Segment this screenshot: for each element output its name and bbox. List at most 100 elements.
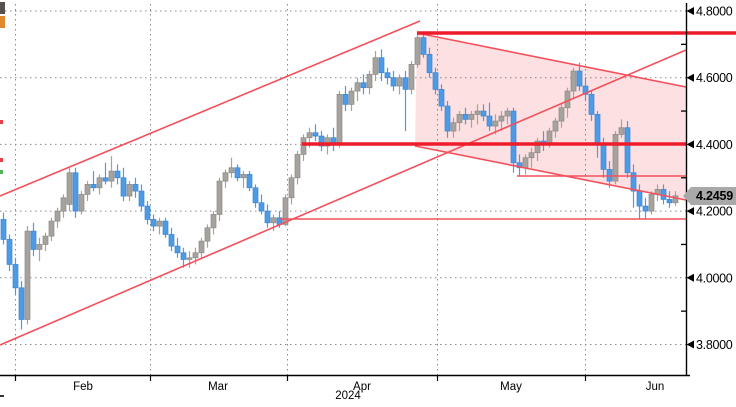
candle-up [48,220,55,237]
candle-down [30,230,37,250]
candle-down [486,115,493,127]
candle-down [264,210,271,224]
candle-up [282,197,289,225]
candle-up [36,244,43,250]
candle-up [126,184,133,197]
candle-down [630,172,637,192]
candle-down [342,94,349,105]
candle-down [132,184,139,192]
candle-up [54,210,61,222]
candle-down [636,190,643,207]
candle-up [366,74,373,89]
candle-up [228,167,235,174]
candle-up [408,64,415,90]
candle-up [288,177,295,199]
candle-down [432,72,439,90]
candle-up [504,110,511,117]
candle-down [438,89,445,107]
candle-down [258,202,265,212]
candle-up [240,174,247,179]
candle-up [186,257,193,260]
candle-down [180,252,187,260]
candle-up [84,184,91,195]
candle-down [6,239,13,265]
last-price-badge: 4.2459 [683,187,736,205]
y-axis-arrow-tick [686,7,694,15]
candle-down [420,37,427,55]
candle-down [462,114,469,120]
y-axis-label: 4.6000 [696,71,733,85]
candle-up [474,110,481,115]
candle-down [600,144,607,170]
candle-up [66,172,73,205]
x-axis-month-label: Mar [208,381,228,393]
candle-down [666,199,673,204]
x-axis-month-label: Apr [353,381,371,393]
candle-up [156,220,163,227]
candle-down [150,219,157,227]
candle-down [114,170,121,179]
candle-up [216,180,223,215]
candle-up [78,194,85,212]
x-axis-month-label: Jun [646,381,665,393]
candle-down [360,82,367,89]
clipped-edge-fragment [0,170,3,174]
candle-down [0,219,7,240]
candle-up [108,170,115,182]
candle-up [294,154,301,179]
falling-wedge-upper [416,32,687,88]
candle-down [312,132,319,137]
candle-down [390,77,397,87]
candle-down [588,94,595,115]
candle-down [168,234,175,247]
candle-up [42,235,49,245]
candle-up [618,127,625,135]
candle-up [192,252,199,259]
clipped-edge-fragment [0,395,4,397]
candle-down [102,177,109,182]
candle-up [456,114,463,124]
candle-up [24,230,31,320]
candle-up [210,214,217,229]
y-axis-label: 4.2000 [696,205,733,219]
candle-down [426,54,433,74]
candle-up [528,152,535,159]
candle-down [378,57,385,74]
candle-down [582,85,589,95]
candle-down [480,110,487,117]
falling-wedge-fill [415,33,686,200]
rising-channel-lower [0,49,687,346]
candle-down [174,245,181,254]
clipped-edge-fragment [0,158,3,162]
falling-wedge-lower [414,145,687,201]
candle-up [60,197,67,212]
candle-down [234,167,241,179]
candle-down [516,162,523,169]
candle-up [468,114,475,120]
candle-up [198,240,205,254]
rising-channel-upper [0,20,421,197]
y-axis-arrow-tick [686,73,694,82]
candle-up [306,132,313,139]
candle-up [348,90,355,105]
y-axis-label: 4.4000 [696,138,733,152]
candle-up [648,194,655,212]
y-axis-arrow-tick [686,340,694,349]
candle-up [552,120,559,132]
candle-down [594,114,601,145]
candle-down [90,184,97,189]
clipped-edge-fragment [0,120,3,124]
candle-up [558,107,565,122]
y-axis-label: 3.8000 [696,338,733,352]
candle-up [222,172,229,182]
candle-down [624,127,631,174]
y-axis-arrow-tick [686,207,694,216]
candle-down [138,190,145,207]
y-axis-arrow-tick [686,273,694,282]
candle-up [414,37,421,65]
clipped-edge-fragment [0,2,5,14]
candle-down [162,220,169,235]
clipped-edge-fragment [0,16,5,28]
candle-down [384,72,391,79]
